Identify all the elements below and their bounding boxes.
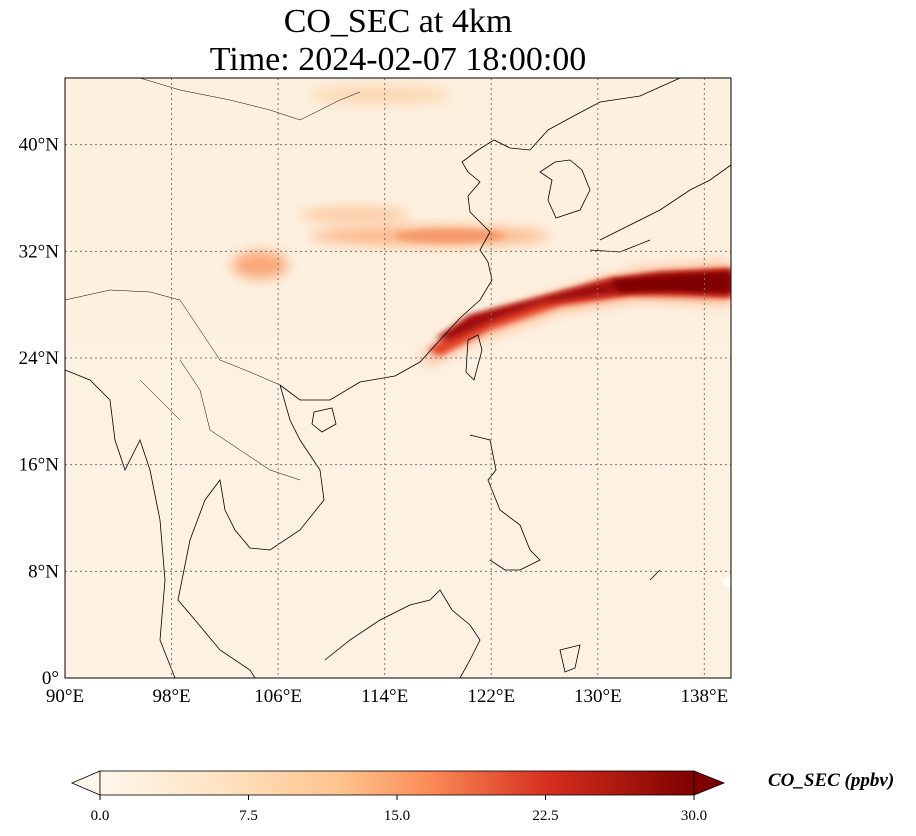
x-tick-label: 122°E [467, 686, 515, 707]
hainan-coast [311, 407, 337, 433]
colorbar-tick-label: 15.0 [384, 808, 410, 824]
plume-north-top [310, 85, 450, 105]
colorbar-bar [99, 770, 695, 796]
x-tick-label: 138°E [681, 686, 729, 707]
plot-frame [64, 77, 732, 679]
philippines-coast [469, 434, 541, 571]
colorbar-label: CO_SEC (ppbv) [768, 770, 895, 791]
plume-north-38n [300, 207, 410, 223]
y-tick-label: 16°N [19, 455, 60, 476]
border-2 [179, 359, 301, 481]
island-small [559, 644, 581, 673]
korea-coast [539, 159, 591, 219]
chart-title-line1: CO_SEC at 4km [283, 3, 513, 40]
japan-coast-2 [589, 239, 651, 253]
missing-data-patch [723, 577, 731, 587]
y-tick-label: 0° [42, 668, 59, 689]
myanmar-coast [65, 369, 176, 678]
colorbar-extend-max [693, 770, 726, 796]
concentration-field [65, 78, 731, 678]
x-tick-label: 130°E [574, 686, 622, 707]
plume-32n-core [395, 229, 505, 243]
colorbar-tick-label: 7.5 [239, 808, 258, 824]
x-tick-label: 114°E [361, 686, 408, 707]
colorbar-tick-label: 30.0 [681, 808, 707, 824]
chart-title-line2: Time: 2024-02-07 18:00:00 [209, 41, 587, 78]
main-plume-peak [610, 272, 731, 292]
colorbar-ticks: 0.0 7.5 15.0 22.5 30.0 [91, 795, 707, 824]
colorbar-tick-label: 0.0 [91, 808, 110, 824]
x-tick-label: 98°E [152, 686, 190, 707]
y-tick-label: 8°N [28, 561, 59, 582]
taiwan-coast [465, 334, 483, 381]
y-tick-label: 32°N [19, 241, 60, 262]
border-north [139, 78, 361, 121]
x-tick-label: 106°E [254, 686, 302, 707]
coastlines [65, 78, 731, 678]
border-1 [65, 289, 281, 386]
japan-coast-1 [599, 164, 731, 241]
colorbar-tick-label: 22.5 [532, 808, 558, 824]
colorbar-extend-min [70, 770, 101, 796]
x-tick-label: 90°E [46, 686, 84, 707]
y-tick-label: 24°N [19, 348, 60, 369]
borneo-coast [324, 589, 481, 678]
plume-sichuan [232, 251, 288, 279]
y-tick-label: 40°N [19, 135, 60, 156]
x-axis-ticks: 90°E 98°E 106°E 114°E 122°E 130°E 138°E [46, 686, 728, 707]
china-coast [279, 78, 681, 401]
island-tiny [649, 569, 661, 581]
colorbar: 0.0 7.5 15.0 22.5 30.0 [70, 770, 726, 824]
y-axis-ticks: 0° 8°N 16°N 24°N 32°N 40°N [19, 135, 60, 689]
border-3 [139, 379, 181, 421]
gridlines [65, 78, 731, 678]
